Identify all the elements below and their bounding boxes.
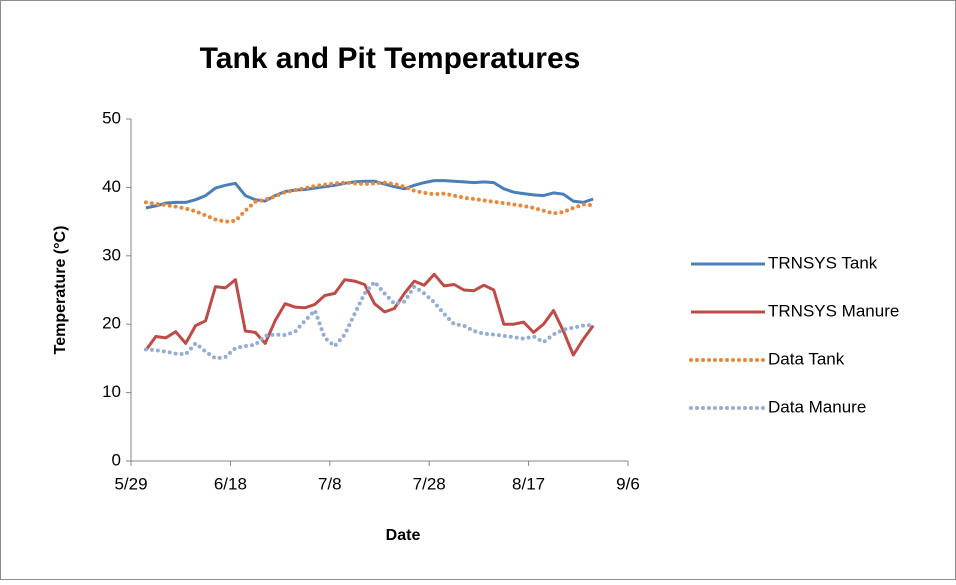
x-tick-label: 5/29 <box>114 474 147 493</box>
series-line <box>143 279 596 361</box>
x-tick-label: 9/6 <box>616 474 640 493</box>
y-axis-label: Temperature (°C) <box>52 226 69 355</box>
legend-label: TRNSYS Tank <box>768 253 878 272</box>
legend-label: Data Tank <box>768 349 845 368</box>
y-tick-label: 0 <box>112 450 121 469</box>
x-axis-label: Date <box>386 527 421 544</box>
legend-label: TRNSYS Manure <box>768 301 899 320</box>
x-tick-label: 6/18 <box>214 474 247 493</box>
y-tick-label: 20 <box>102 314 121 333</box>
x-tick-label: 8/17 <box>512 474 545 493</box>
series-line <box>143 180 596 224</box>
y-tick-label: 30 <box>102 245 121 264</box>
y-tick-label: 40 <box>102 177 121 196</box>
y-tick-label: 50 <box>102 108 121 127</box>
x-tick-label: 7/28 <box>413 474 446 493</box>
legend-label: Data Manure <box>768 397 866 416</box>
chart-title: Tank and Pit Temperatures <box>200 42 581 75</box>
x-tick-label: 7/8 <box>318 474 342 493</box>
y-tick-label: 10 <box>102 382 121 401</box>
series-line <box>144 272 595 357</box>
series-line <box>145 179 594 210</box>
